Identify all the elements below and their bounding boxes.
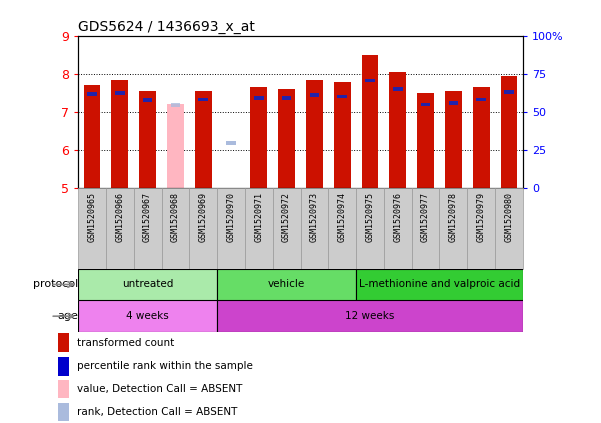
Text: transformed count: transformed count [76,338,174,348]
Bar [189,188,217,269]
Bar [58,403,70,421]
Text: GSM1520972: GSM1520972 [282,192,291,242]
Text: rank, Detection Call = ABSENT: rank, Detection Call = ABSENT [76,407,237,417]
Text: vehicle: vehicle [268,280,305,289]
Bar [421,103,430,107]
Bar [504,91,514,94]
Text: GSM1520969: GSM1520969 [199,192,208,242]
Text: GSM1520979: GSM1520979 [477,192,486,242]
Text: GSM1520973: GSM1520973 [310,192,319,242]
Text: GSM1520970: GSM1520970 [227,192,236,242]
Text: GSM1520966: GSM1520966 [115,192,124,242]
Text: 12 weeks: 12 weeks [346,311,395,321]
Bar [84,85,100,188]
Text: GSM1520975: GSM1520975 [365,192,374,242]
Bar [251,88,267,188]
Text: GSM1520976: GSM1520976 [393,192,402,242]
Text: GSM1520971: GSM1520971 [254,192,263,242]
Bar [115,91,124,95]
Bar [337,95,347,99]
Bar [198,98,208,102]
Bar [389,72,406,188]
Bar [58,380,70,398]
Bar [448,102,458,105]
Bar [334,82,350,188]
Bar [78,300,217,332]
Text: value, Detection Call = ABSENT: value, Detection Call = ABSENT [76,384,242,394]
Bar [473,88,490,188]
Text: GSM1520968: GSM1520968 [171,192,180,242]
Bar [417,93,434,188]
Bar [58,333,70,352]
Bar [393,87,403,91]
Bar [217,269,356,300]
Bar [134,188,162,269]
Bar [468,188,495,269]
Text: L-methionine and valproic acid: L-methionine and valproic acid [359,280,520,289]
Bar [356,269,523,300]
Text: GSM1520978: GSM1520978 [449,192,458,242]
Bar [282,96,291,100]
Bar [439,188,468,269]
Text: percentile rank within the sample: percentile rank within the sample [76,361,252,371]
Bar [300,188,328,269]
Bar [58,357,70,376]
Text: GSM1520967: GSM1520967 [143,192,152,242]
Bar [167,104,184,188]
Bar [273,188,300,269]
Bar [278,89,295,188]
Bar [226,141,236,145]
Bar [306,80,323,188]
Bar [501,76,517,188]
Bar [162,188,189,269]
Bar [87,92,97,96]
Bar [356,188,384,269]
Bar [495,188,523,269]
Bar [245,188,273,269]
Bar [78,269,217,300]
Bar [310,93,319,97]
Bar [362,55,379,188]
Bar [217,300,523,332]
Bar [365,79,375,82]
Bar [139,91,156,188]
Bar [217,188,245,269]
Bar [171,103,180,107]
Text: protocol: protocol [33,280,78,289]
Bar [254,96,264,99]
Bar [106,188,134,269]
Text: 4 weeks: 4 weeks [126,311,169,321]
Bar [412,188,439,269]
Text: GSM1520980: GSM1520980 [504,192,513,242]
Text: age: age [57,311,78,321]
Bar [328,188,356,269]
Text: GSM1520977: GSM1520977 [421,192,430,242]
Text: GSM1520974: GSM1520974 [338,192,347,242]
Bar [112,80,128,188]
Text: untreated: untreated [122,280,173,289]
Bar [384,188,412,269]
Bar [195,91,212,188]
Bar [78,188,106,269]
Bar [143,98,153,102]
Text: GDS5624 / 1436693_x_at: GDS5624 / 1436693_x_at [78,19,255,33]
Bar [477,98,486,102]
Bar [445,91,462,188]
Text: GSM1520965: GSM1520965 [88,192,97,242]
